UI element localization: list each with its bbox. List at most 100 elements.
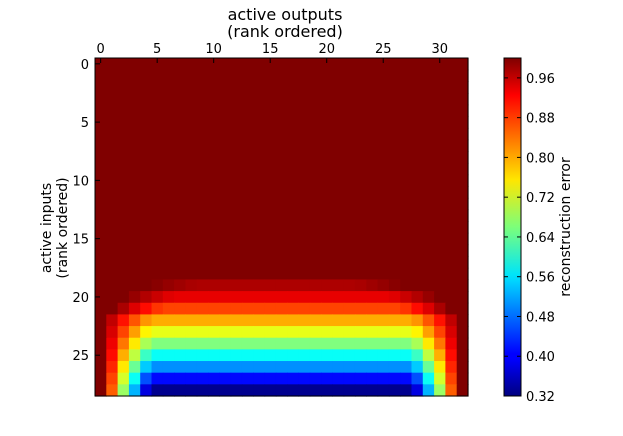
heatmap-cell	[411, 197, 424, 211]
heatmap-cell	[445, 92, 458, 106]
heatmap-cell	[354, 209, 367, 222]
heatmap-cell	[174, 139, 187, 152]
heatmap-cell	[422, 92, 435, 106]
heatmap-cell	[445, 162, 458, 176]
heatmap-cell	[185, 221, 198, 234]
heatmap-cell	[298, 186, 311, 199]
heatmap-cell	[275, 221, 288, 234]
heatmap-cell	[230, 197, 243, 211]
heatmap-cell	[275, 116, 288, 129]
heatmap-cell	[208, 232, 220, 246]
heatmap-cell	[298, 291, 311, 304]
colorbar-tick-label: 0.88	[526, 112, 555, 127]
heatmap-cell	[434, 384, 446, 397]
heatmap-cell	[117, 267, 130, 281]
heatmap-cell	[422, 162, 435, 176]
heatmap-cell	[377, 139, 390, 152]
heatmap-cell	[400, 58, 413, 71]
heatmap-cell	[162, 279, 175, 292]
heatmap-cell	[196, 58, 209, 71]
heatmap-cell	[321, 151, 333, 164]
heatmap-cell	[388, 232, 401, 246]
heatmap-cell	[400, 197, 413, 211]
heatmap-cell	[411, 279, 424, 292]
heatmap-cell	[241, 256, 254, 269]
heatmap-cell	[196, 291, 209, 304]
heatmap-cell	[241, 384, 254, 397]
heatmap-cell	[422, 174, 435, 187]
heatmap-cell	[208, 116, 220, 129]
heatmap-cell	[128, 186, 141, 199]
heatmap-cell	[162, 139, 175, 152]
heatmap-cell	[343, 267, 356, 281]
heatmap-cell	[174, 92, 187, 106]
heatmap-cell	[434, 69, 446, 82]
heatmap-cell	[264, 162, 277, 176]
heatmap-cell	[174, 314, 187, 327]
heatmap-cell	[388, 349, 401, 362]
heatmap-cell	[185, 372, 198, 385]
heatmap-cell	[264, 267, 277, 281]
heatmap-cell	[185, 349, 198, 362]
heatmap-cell	[321, 116, 333, 129]
heatmap-cell	[422, 186, 435, 199]
x-tick-label: 20	[318, 42, 335, 57]
heatmap-cell	[366, 337, 379, 350]
heatmap-cell	[230, 326, 243, 339]
heatmap-cell	[253, 372, 266, 385]
heatmap-cell	[366, 244, 379, 257]
heatmap-cell	[321, 162, 333, 176]
heatmap-cell	[151, 81, 164, 94]
heatmap-cell	[253, 279, 266, 292]
heatmap-cell	[208, 139, 220, 152]
heatmap-cell	[287, 291, 300, 304]
heatmap-cell	[241, 326, 254, 339]
heatmap-cell	[298, 116, 311, 129]
heatmap-cell	[117, 244, 130, 257]
heatmap-cell	[230, 279, 243, 292]
heatmap-cell	[456, 197, 469, 211]
heatmap-cell	[95, 314, 107, 327]
heatmap-cell	[422, 384, 435, 397]
heatmap-cell	[241, 372, 254, 385]
heatmap-cell	[411, 384, 424, 397]
heatmap-cell	[321, 232, 333, 246]
heatmap-cell	[332, 174, 345, 187]
heatmap-cell	[140, 372, 153, 385]
heatmap-cell	[196, 326, 209, 339]
heatmap-cell	[343, 69, 356, 82]
heatmap-cell	[354, 58, 367, 71]
x-tick-label: 15	[262, 42, 279, 57]
heatmap-cell	[140, 279, 153, 292]
heatmap-cell	[196, 69, 209, 82]
heatmap-cell	[162, 209, 175, 222]
heatmap-cell	[151, 337, 164, 350]
heatmap-cell	[264, 197, 277, 211]
heatmap-cell	[366, 151, 379, 164]
heatmap-cell	[174, 384, 187, 397]
heatmap-cell	[434, 81, 446, 94]
heatmap-cell	[241, 174, 254, 187]
heatmap-cell	[298, 349, 311, 362]
heatmap-cell	[241, 92, 254, 106]
heatmap-cell	[445, 127, 458, 141]
heatmap-cell	[388, 81, 401, 94]
heatmap-cell	[162, 151, 175, 164]
heatmap-cell	[106, 384, 119, 397]
heatmap-cell	[185, 186, 198, 199]
heatmap-cell	[332, 104, 345, 117]
heatmap-cell	[140, 361, 153, 374]
heatmap-cell	[219, 267, 232, 281]
heatmap-cell	[219, 221, 232, 234]
heatmap-cell	[230, 104, 243, 117]
heatmap-cell	[106, 104, 119, 117]
heatmap-cell	[354, 314, 367, 327]
heatmap-cell	[230, 372, 243, 385]
heatmap-cell	[185, 209, 198, 222]
heatmap-cell	[106, 267, 119, 281]
heatmap-cell	[309, 384, 322, 397]
heatmap-cell	[264, 326, 277, 339]
heatmap-cell	[219, 92, 232, 106]
heatmap-cell	[275, 81, 288, 94]
heatmap-cell	[128, 267, 141, 281]
